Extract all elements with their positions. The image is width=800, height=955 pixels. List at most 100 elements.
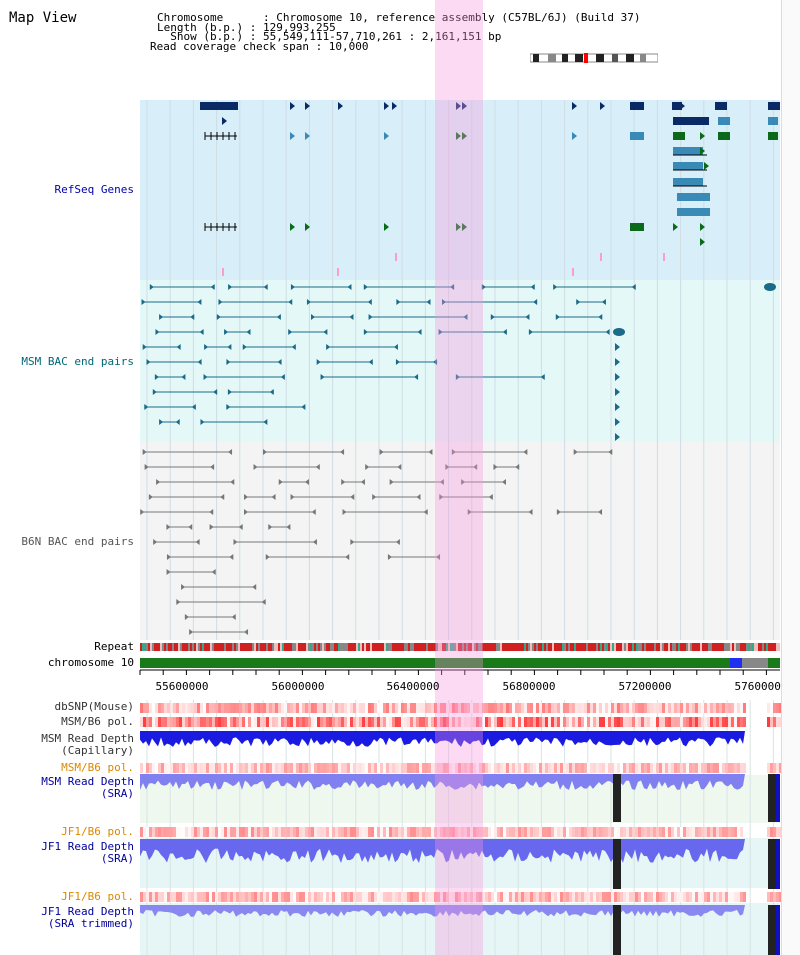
repeat-mark	[444, 643, 446, 651]
heat-mark	[722, 892, 725, 902]
heat-mark	[596, 892, 599, 902]
heat-mark	[194, 892, 197, 902]
heat-mark	[548, 703, 551, 713]
heat-mark	[506, 703, 509, 713]
repeat-mark	[298, 643, 300, 651]
repeat-mark	[470, 643, 472, 651]
heat-mark	[353, 763, 356, 773]
heat-mark	[605, 717, 608, 727]
heat-mark	[401, 827, 404, 837]
heat-mark	[734, 827, 737, 837]
repeat-mark	[210, 643, 212, 651]
repeat-mark	[758, 643, 760, 651]
heat-mark	[209, 763, 212, 773]
repeat-mark	[616, 643, 618, 651]
repeat-mark	[686, 643, 688, 651]
heat-mark	[638, 717, 641, 727]
heat-mark	[194, 763, 197, 773]
heat-mark	[272, 892, 275, 902]
highlight-region[interactable]	[435, 0, 483, 955]
gene-arrow	[305, 132, 310, 140]
repeat-mark	[254, 643, 256, 651]
heat-mark	[497, 703, 500, 713]
heat-mark	[743, 892, 746, 902]
heat-mark	[530, 763, 533, 773]
heat-mark	[527, 703, 530, 713]
coverage-column	[776, 774, 780, 822]
heat-mark	[695, 892, 698, 902]
bac-end	[598, 509, 603, 515]
repeat-mark	[560, 643, 562, 651]
heat-mark	[584, 827, 587, 837]
heat-mark	[704, 827, 707, 837]
bac-end	[528, 509, 533, 515]
heat-mark	[698, 703, 701, 713]
bac-end	[204, 344, 209, 350]
heat-mark	[233, 827, 236, 837]
heat-mark	[545, 827, 548, 837]
heat-mark	[503, 763, 506, 773]
heat-mark	[221, 892, 224, 902]
heat-mark	[596, 717, 599, 727]
heat-mark	[398, 827, 401, 837]
heat-mark	[290, 827, 293, 837]
heat-mark	[416, 827, 419, 837]
heat-mark	[362, 763, 365, 773]
heat-mark	[515, 892, 518, 902]
repeat-mark	[558, 643, 560, 651]
heat-mark	[458, 717, 461, 727]
heat-mark	[590, 892, 593, 902]
heat-mark	[455, 827, 458, 837]
heat-mark	[665, 703, 668, 713]
repeat-mark	[280, 643, 282, 651]
repeat-mark	[352, 643, 354, 651]
heat-mark	[521, 892, 524, 902]
heat-mark	[389, 717, 392, 727]
heat-mark	[368, 717, 371, 727]
heat-mark	[542, 703, 545, 713]
heat-mark	[314, 717, 317, 727]
bac-end	[393, 344, 398, 350]
bac-end	[341, 479, 346, 485]
bac-end	[363, 329, 368, 335]
heat-mark	[710, 717, 713, 727]
heat-mark	[509, 892, 512, 902]
heat-mark	[563, 703, 566, 713]
pink-mark	[395, 253, 397, 261]
repeat-mark	[478, 643, 480, 651]
heat-mark	[662, 827, 665, 837]
repeat-mark	[490, 643, 492, 651]
heat-mark	[626, 717, 629, 727]
heat-mark	[347, 703, 350, 713]
heat-mark	[656, 717, 659, 727]
gene-arrow	[680, 102, 685, 110]
heat-mark	[224, 703, 227, 713]
heat-mark	[521, 717, 524, 727]
repeat-mark	[170, 643, 172, 651]
heat-mark	[476, 827, 479, 837]
heat-mark	[632, 703, 635, 713]
heat-mark	[398, 717, 401, 727]
heat-mark	[185, 703, 188, 713]
heat-mark	[635, 703, 638, 713]
heat-mark	[230, 763, 233, 773]
heat-mark	[266, 763, 269, 773]
heat-mark	[485, 717, 488, 727]
gene-mark	[677, 208, 710, 216]
repeat-mark	[366, 643, 368, 651]
heat-mark	[710, 892, 713, 902]
heat-mark	[356, 827, 359, 837]
repeat-mark	[228, 643, 230, 651]
heat-mark	[650, 827, 653, 837]
chromosome-ideogram[interactable]	[530, 53, 658, 63]
heat-mark	[182, 763, 185, 773]
heat-mark	[644, 717, 647, 727]
heat-mark	[548, 717, 551, 727]
heat-mark	[437, 717, 440, 727]
heat-mark	[413, 763, 416, 773]
repeat-mark	[224, 643, 226, 651]
heat-mark	[737, 703, 740, 713]
heat-mark	[140, 763, 143, 773]
heat-mark	[149, 827, 152, 837]
